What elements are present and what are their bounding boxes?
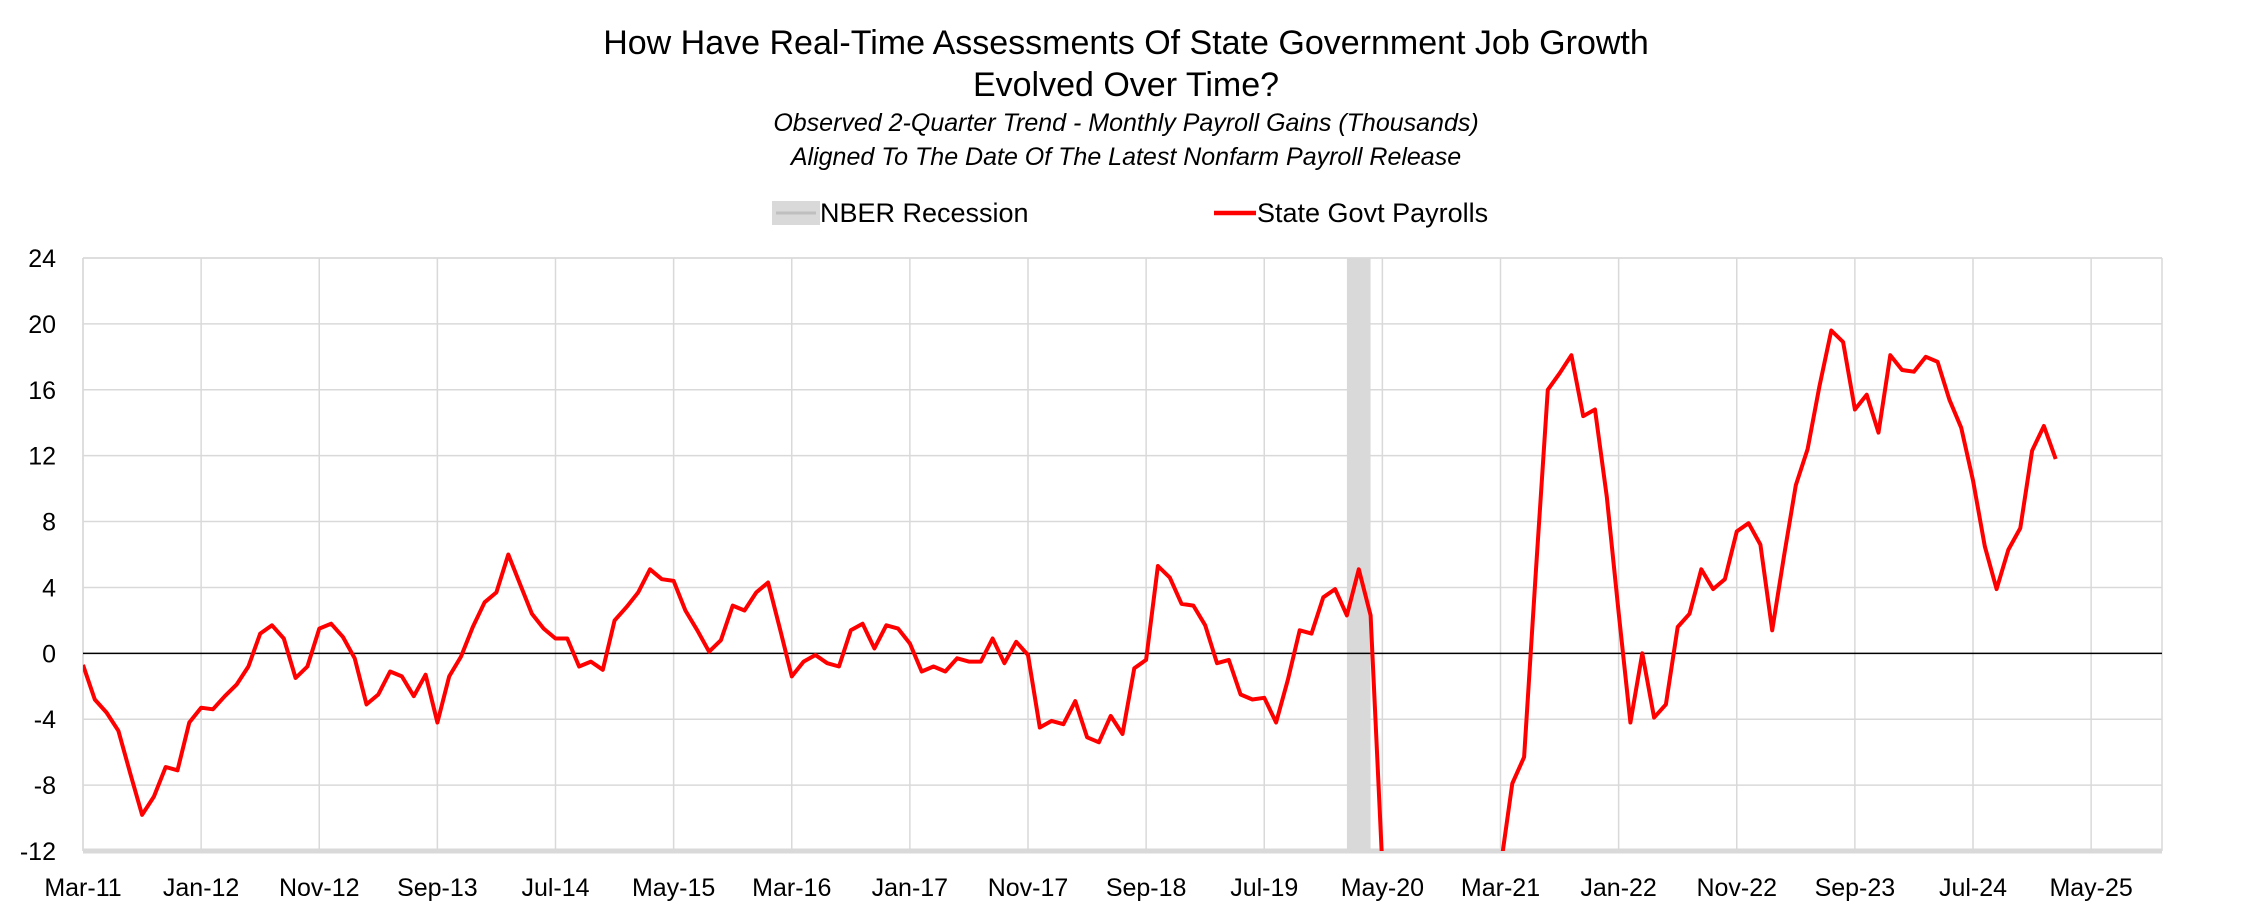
legend-label-state-govt: State Govt Payrolls — [1257, 198, 1488, 228]
horizontal-gridlines — [83, 257, 2162, 786]
x-tick-label: Mar-11 — [44, 874, 121, 902]
x-tick-label: Jan-12 — [163, 874, 239, 902]
y-tick-label: -8 — [34, 772, 56, 800]
x-tick-labels: Mar-11 Jan-12 Nov-12 Sep-13 Jul-14 May-15 Mar-… — [44, 874, 2132, 902]
x-tick-label: Mar-21 — [1461, 874, 1540, 902]
chart-subtitle-line-1: Observed 2-Quarter Trend - Monthly Payro… — [773, 109, 1479, 137]
x-tick-label: Nov-12 — [279, 874, 360, 902]
chart-title-line-1: How Have Real-Time Assessments Of State … — [603, 24, 1649, 62]
y-tick-label: 24 — [28, 245, 56, 273]
axes — [82, 257, 2162, 854]
y-tick-label: -12 — [20, 838, 56, 866]
series-line-state-govt-payrolls — [1500, 328, 2058, 851]
x-tick-label: Jul-14 — [521, 874, 589, 902]
x-tick-label: Jan-17 — [872, 874, 948, 902]
x-tick-label: Sep-13 — [397, 874, 478, 902]
x-tick-label: Sep-23 — [1815, 874, 1896, 902]
y-tick-label: 20 — [28, 311, 56, 339]
y-tick-label: 0 — [42, 640, 56, 668]
chart-title-block: How Have Real-Time Assessments Of State … — [0, 22, 2252, 174]
x-tick-label: Jan-22 — [1580, 874, 1656, 902]
recession-band — [1346, 258, 1371, 851]
legend: NBER Recession State Govt Payrolls — [772, 198, 1488, 228]
y-tick-label: 16 — [28, 377, 56, 405]
x-tick-label: Jul-24 — [1939, 874, 2007, 902]
y-tick-label: 12 — [28, 443, 56, 471]
x-tick-label: May-25 — [2049, 874, 2132, 902]
x-tick-label: May-20 — [1341, 874, 1424, 902]
y-tick-labels: 24 20 16 12 8 4 0 -4 -8 -12 — [20, 245, 56, 866]
chart-subtitle-line-2: Aligned To The Date Of The Latest Nonfar… — [790, 143, 1462, 171]
legend-label-recession: NBER Recession — [820, 198, 1029, 228]
vertical-gridlines — [82, 258, 2163, 851]
chart-title-line-2: Evolved Over Time? — [972, 66, 1280, 104]
x-tick-label: Sep-18 — [1106, 874, 1187, 902]
series-layer — [83, 328, 2058, 851]
x-tick-label: May-15 — [632, 874, 715, 902]
x-tick-label: Nov-22 — [1696, 874, 1777, 902]
series-line-state-govt-payrolls — [83, 552, 1384, 851]
recession-layer — [1346, 258, 1371, 851]
x-tick-label: Jul-19 — [1230, 874, 1298, 902]
y-tick-label: 4 — [42, 574, 56, 602]
x-tick-label: Nov-17 — [988, 874, 1069, 902]
y-tick-label: 8 — [42, 509, 56, 537]
x-tick-label: Mar-16 — [752, 874, 831, 902]
y-tick-label: -4 — [34, 706, 56, 734]
